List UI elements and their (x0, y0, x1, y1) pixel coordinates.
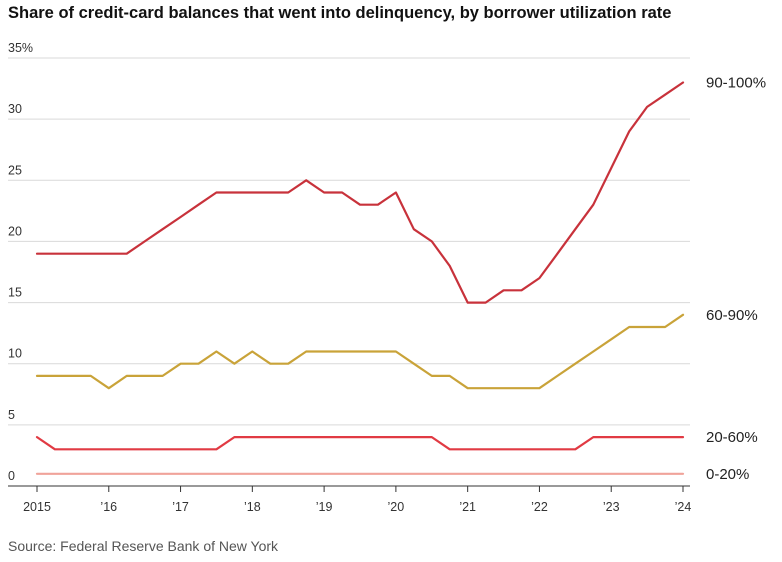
x-tick-label: ’20 (388, 500, 405, 514)
series-line-20-60% (35, 436, 685, 451)
series-labels: 90-100% 60-90% 20-60% 0-20% (706, 74, 766, 482)
x-tick-label: ’23 (603, 500, 620, 514)
gridlines (8, 57, 690, 426)
y-tick-label: 30 (8, 102, 22, 116)
y-tick-label: 25 (8, 163, 22, 177)
y-tick-label: 5 (8, 408, 15, 422)
y-tick-label: 35% (8, 41, 33, 55)
series-label-0-20%: 0-20% (706, 466, 749, 483)
series-label-90-100%: 90-100% (706, 74, 766, 91)
series-lines (35, 81, 685, 475)
y-tick-label: 20 (8, 224, 22, 238)
source-note: Source: Federal Reserve Bank of New York (8, 538, 279, 554)
series-line-90-100% (35, 81, 685, 304)
x-tick-label: ’18 (244, 500, 261, 514)
x-tick-label: 2015 (23, 500, 51, 514)
x-tick-label: ’24 (675, 500, 692, 514)
series-label-20-60%: 20-60% (706, 429, 758, 446)
y-tick-label: 10 (8, 347, 22, 361)
x-tick-label: ’21 (459, 500, 476, 514)
series-line-60-90% (35, 313, 685, 390)
y-tick-label: 0 (8, 469, 15, 483)
x-tick-label: ’16 (100, 500, 117, 514)
chart-title: Share of credit-card balances that went … (8, 4, 672, 22)
x-tick-label: ’17 (172, 500, 189, 514)
x-tick-label: ’22 (531, 500, 548, 514)
x-tick-label: ’19 (316, 500, 333, 514)
y-tick-label: 15 (8, 286, 22, 300)
y-axis-tick-labels: 0 5 10 15 20 25 30 35% (8, 41, 33, 483)
series-label-60-90%: 60-90% (706, 307, 758, 324)
x-axis: 2015 ’16 ’17 ’18 ’19 ’20 ’21 ’22 ’23 ’24 (8, 485, 692, 514)
